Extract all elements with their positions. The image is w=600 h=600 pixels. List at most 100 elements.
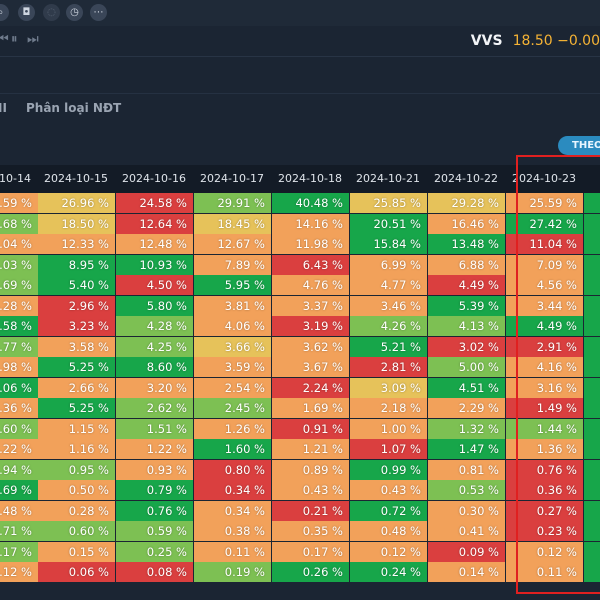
table-cell: 3.81 % (194, 295, 271, 316)
table-cell: 0.76 % (506, 459, 583, 480)
table-cell: 24.58 % (116, 193, 193, 213)
table-cell: 4.77 % (350, 275, 427, 295)
table-cell (584, 254, 600, 275)
table-cell: 2.62 % (116, 398, 193, 418)
table-row: 1.36 %5.25 %2.62 %2.45 %1.69 %2.18 %2.29… (0, 398, 600, 418)
table-cell: 13.48 % (428, 234, 505, 254)
date-header-cell[interactable]: 2024-10-14 (0, 172, 31, 185)
date-header-cell[interactable]: 2024-10-15 (44, 172, 108, 185)
table-cell: 5.39 % (428, 295, 505, 316)
date-header-cell[interactable]: 2024-10-23 (512, 172, 576, 185)
table-cell: 0.59 % (116, 521, 193, 541)
table-cell: 5.03 % (0, 254, 38, 275)
table-cell: 12.33 % (38, 234, 115, 254)
tab-investor-classification[interactable]: Phân loại NĐT (26, 101, 122, 115)
table-cell: 3.23 % (38, 316, 115, 336)
table-cell: 1.22 % (0, 439, 38, 459)
table-cell: 0.24 % (350, 562, 427, 582)
table-cell (584, 541, 600, 562)
table-cell (584, 398, 600, 418)
table-row: 0.48 %0.28 %0.76 %0.34 %0.21 %0.72 %0.30… (0, 500, 600, 521)
table-cell (584, 357, 600, 377)
table-cell: 0.48 % (350, 521, 427, 541)
table-cell: 4.16 % (506, 357, 583, 377)
table-row: 0.17 %0.15 %0.25 %0.11 %0.17 %0.12 %0.09… (0, 541, 600, 562)
table-cell: 0.19 % (194, 562, 271, 582)
table-cell: 3.02 % (428, 336, 505, 357)
previous-icon[interactable]: ⏮ (0, 32, 9, 47)
circle-icon[interactable]: ◌ (43, 4, 60, 21)
zoom-icon[interactable]: ⌕ (0, 4, 9, 21)
table-cell: 1.60 % (0, 418, 38, 439)
table-cell: 4.06 % (194, 316, 271, 336)
table-row: 0.71 %0.60 %0.59 %0.38 %0.35 %0.48 %0.41… (0, 521, 600, 541)
table-row: 0.94 %0.95 %0.93 %0.80 %0.89 %0.99 %0.81… (0, 459, 600, 480)
table-cell: 6.99 % (350, 254, 427, 275)
table-cell: 5.25 % (38, 357, 115, 377)
more-icon[interactable]: ⋯ (90, 4, 107, 21)
clock-icon[interactable]: ◷ (66, 4, 83, 21)
table-cell (584, 234, 600, 254)
tab-partial[interactable]: II (0, 101, 7, 115)
table-cell: 1.00 % (350, 418, 427, 439)
table-cell: 3.62 % (272, 336, 349, 357)
table-cell: 0.60 % (38, 521, 115, 541)
table-cell: 3.59 % (194, 357, 271, 377)
table-cell: 5.40 % (38, 275, 115, 295)
table-row: 0.12 %0.06 %0.08 %0.19 %0.26 %0.24 %0.14… (0, 562, 600, 582)
table-cell: 15.84 % (350, 234, 427, 254)
table-cell: 0.35 % (272, 521, 349, 541)
table-cell: 0.89 % (272, 459, 349, 480)
table-cell: 2.29 % (428, 398, 505, 418)
table-cell: 4.13 % (428, 316, 505, 336)
date-header-cell[interactable]: 2 (584, 165, 600, 193)
date-header-cell[interactable]: 2024-10-18 (278, 172, 342, 185)
table-row: 3.77 %3.58 %4.25 %3.66 %3.62 %5.21 %3.02… (0, 336, 600, 357)
table-cell: 4.76 % (272, 275, 349, 295)
table-cell: 0.15 % (38, 541, 115, 562)
table-cell: 1.49 % (506, 398, 583, 418)
table-cell: 26.96 % (38, 193, 115, 213)
table-cell: 16.46 % (428, 213, 505, 234)
date-header-cell[interactable]: 2024-10-17 (200, 172, 264, 185)
table-cell: 2.81 % (350, 357, 427, 377)
table-cell: 7.09 % (506, 254, 583, 275)
table-row: 1.04 %12.33 %12.48 %12.67 %11.98 %15.84 … (0, 234, 600, 254)
table-cell: 1.58 % (0, 316, 38, 336)
table-cell: 1.44 % (506, 418, 583, 439)
table-row: 3.28 %2.96 %5.80 %3.81 %3.37 %3.46 %5.39… (0, 295, 600, 316)
table-cell: 0.48 % (0, 500, 38, 521)
table-cell: 0.99 % (350, 459, 427, 480)
table-cell: 1.07 % (350, 439, 427, 459)
table-cell: 2.45 % (194, 398, 271, 418)
table-cell: 1.51 % (116, 418, 193, 439)
table-cell: 2.66 % (38, 377, 115, 398)
pause-icon[interactable]: ⏸ (11, 32, 18, 47)
ticker-symbol[interactable]: VVS (470, 33, 503, 49)
table-cell: 2.54 % (194, 377, 271, 398)
table-row: 5.03 %8.95 %10.93 %7.89 %6.43 %6.99 %6.8… (0, 254, 600, 275)
table-cell: 6.88 % (428, 254, 505, 275)
table-cell: 0.12 % (350, 541, 427, 562)
theo-button[interactable]: THEO (558, 136, 600, 155)
next-icon[interactable]: ⏭ (27, 32, 39, 47)
table-cell: 0.43 % (350, 480, 427, 500)
table-cell: 0.09 % (428, 541, 505, 562)
table-cell: 0.30 % (428, 500, 505, 521)
table-cell: 20.51 % (350, 213, 427, 234)
table-cell: 2.96 % (38, 295, 115, 316)
table-cell: 0.79 % (116, 480, 193, 500)
table-cell: 0.72 % (350, 500, 427, 521)
table-cell: 4.26 % (350, 316, 427, 336)
table-cell: 0.36 % (506, 480, 583, 500)
table-cell: 12.64 % (116, 213, 193, 234)
discord-icon[interactable]: ◘ (18, 4, 35, 21)
header-band (0, 57, 600, 94)
table-cell: 0.69 % (0, 480, 38, 500)
table-cell: 3.77 % (0, 336, 38, 357)
date-header-cell[interactable]: 2024-10-16 (122, 172, 186, 185)
date-header-cell[interactable]: 2024-10-21 (356, 172, 420, 185)
date-header-cell[interactable]: 2024-10-22 (434, 172, 498, 185)
toolbar: ⌕ ◘ ◌ ◷ ⋯ (0, 0, 600, 26)
table-cell: 0.06 % (38, 562, 115, 582)
